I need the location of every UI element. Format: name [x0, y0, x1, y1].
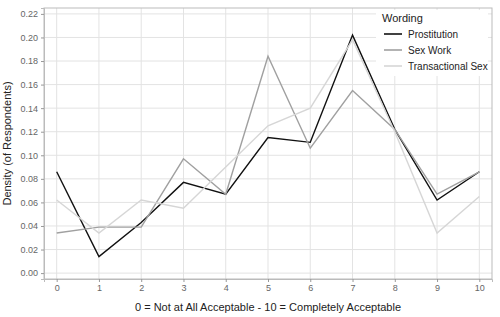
- y-tick-label: 0.02: [20, 245, 38, 255]
- y-tick-label: 0.18: [20, 56, 38, 66]
- plot: 0.00 0.02 0.04 0.06 0.08 0.10 0.12 0.14 0.16 0.18…: [20, 8, 492, 293]
- legend-label: Transactional Sex: [408, 61, 488, 72]
- y-tick-mark: [41, 85, 44, 86]
- y-tick-label: 0.06: [20, 198, 38, 208]
- legend-label: Sex Work: [408, 45, 452, 56]
- y-tick-label: 0.04: [20, 221, 38, 231]
- x-tick-mark: [268, 279, 269, 282]
- y-tick: 0.00: [20, 268, 44, 278]
- x-tick-label: 0: [55, 283, 60, 293]
- y-tick-label: 0.00: [20, 268, 38, 278]
- x-tick-label: 5: [266, 283, 271, 293]
- y-tick-label: 0.16: [20, 80, 38, 90]
- grid-line: [352, 8, 353, 279]
- x-tick: 4: [224, 279, 229, 293]
- y-tick: 0.10: [20, 151, 44, 161]
- x-tick-mark: [395, 279, 396, 282]
- legend-box: [376, 10, 488, 76]
- x-tick-mark: [183, 279, 184, 282]
- x-axis-line: [45, 280, 493, 283]
- grid-line: [56, 8, 57, 279]
- y-tick-mark: [41, 202, 44, 203]
- grid-line: [225, 8, 226, 279]
- x-tick-label: 3: [181, 283, 186, 293]
- x-tick: 0: [55, 279, 60, 293]
- x-tick-label: 1: [97, 283, 102, 293]
- x-tick-mark: [353, 279, 354, 282]
- y-tick: 0.14: [20, 104, 44, 114]
- x-tick: 8: [393, 279, 398, 293]
- x-tick-mark: [57, 279, 58, 282]
- y-tick-mark: [41, 273, 44, 274]
- grid-line: [268, 8, 269, 279]
- legend-title: Wording: [382, 12, 423, 24]
- x-axis: 0 1 2 3 4 5 6 7 8 9 10: [45, 279, 493, 293]
- y-tick-label: 0.12: [20, 127, 38, 137]
- x-tick-label: 8: [393, 283, 398, 293]
- y-axis-line: [41, 9, 45, 280]
- grid-line: [310, 8, 311, 279]
- legend-swatch: [384, 33, 402, 35]
- x-tick: 3: [181, 279, 186, 293]
- x-tick: 10: [475, 279, 485, 293]
- y-tick-mark: [41, 37, 44, 38]
- y-tick: 0.16: [20, 80, 44, 90]
- y-tick: 0.22: [20, 9, 44, 19]
- y-tick-label: 0.08: [20, 174, 38, 184]
- x-tick-label: 2: [139, 283, 144, 293]
- y-tick: 0.06: [20, 198, 44, 208]
- x-tick: 9: [435, 279, 440, 293]
- y-axis-title: Density (of Respondents): [1, 81, 13, 205]
- y-tick-mark: [41, 226, 44, 227]
- x-tick-label: 7: [351, 283, 356, 293]
- legend: Wording Prostitution Sex Work Transactional…: [376, 10, 488, 76]
- panel: [44, 8, 492, 279]
- x-tick-label: 6: [308, 283, 313, 293]
- y-tick-mark: [41, 155, 44, 156]
- x-tick-label: 10: [475, 283, 485, 293]
- legend-label: Prostitution: [408, 29, 458, 40]
- series-line: [57, 56, 480, 233]
- grid: [44, 8, 492, 279]
- y-tick-label: 0.14: [20, 104, 38, 114]
- y-axis: 0.00 0.02 0.04 0.06 0.08 0.10 0.12 0.14 0.16 0.18…: [20, 9, 44, 280]
- x-tick-mark: [226, 279, 227, 282]
- legend-swatch: [384, 65, 402, 67]
- grid-line: [183, 8, 184, 279]
- y-tick: 0.04: [20, 221, 44, 231]
- x-tick-mark: [99, 279, 100, 282]
- y-tick: 0.12: [20, 127, 44, 137]
- x-tick: 6: [308, 279, 313, 293]
- x-tick: 5: [266, 279, 271, 293]
- y-tick-mark: [41, 179, 44, 180]
- y-tick-mark: [41, 61, 44, 62]
- y-tick: 0.20: [20, 33, 44, 43]
- grid-line: [98, 8, 99, 279]
- x-tick: 7: [351, 279, 356, 293]
- chart: 0.00 0.02 0.04 0.06 0.08 0.10 0.12 0.14 0.16 0.18…: [0, 0, 500, 317]
- y-tick-label: 0.10: [20, 151, 38, 161]
- y-tick: 0.08: [20, 174, 44, 184]
- x-tick-mark: [479, 279, 480, 282]
- legend-swatch: [384, 49, 402, 51]
- grid-line: [141, 8, 142, 279]
- y-tick-label: 0.20: [20, 33, 38, 43]
- x-tick-mark: [310, 279, 311, 282]
- x-tick: 1: [97, 279, 102, 293]
- x-tick-mark: [141, 279, 142, 282]
- x-tick-mark: [437, 279, 438, 282]
- x-tick-label: 9: [435, 283, 440, 293]
- y-tick-mark: [41, 108, 44, 109]
- x-tick: 2: [139, 279, 144, 293]
- x-tick-label: 4: [224, 283, 229, 293]
- x-axis-title: 0 = Not at All Acceptable - 10 = Complet…: [135, 301, 401, 313]
- y-tick-mark: [41, 250, 44, 251]
- y-tick-label: 0.22: [20, 9, 38, 19]
- y-tick: 0.02: [20, 245, 44, 255]
- y-tick-mark: [41, 132, 44, 133]
- y-tick-mark: [41, 14, 44, 15]
- y-tick: 0.18: [20, 56, 44, 66]
- frame: [44, 8, 492, 279]
